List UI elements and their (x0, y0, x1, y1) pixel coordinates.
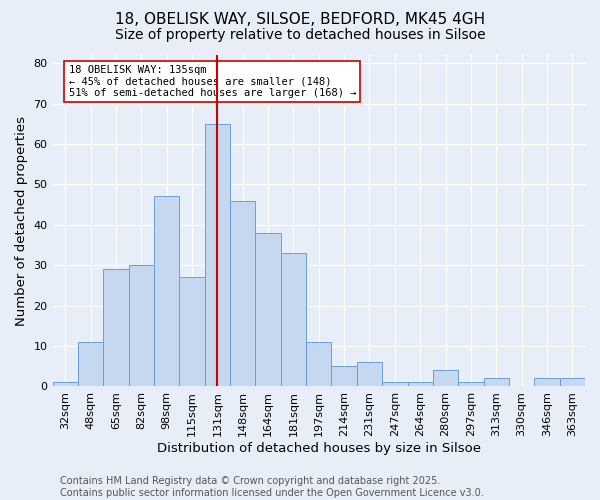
Text: 18, OBELISK WAY, SILSOE, BEDFORD, MK45 4GH: 18, OBELISK WAY, SILSOE, BEDFORD, MK45 4… (115, 12, 485, 28)
Text: 18 OBELISK WAY: 135sqm
← 45% of detached houses are smaller (148)
51% of semi-de: 18 OBELISK WAY: 135sqm ← 45% of detached… (68, 65, 356, 98)
Bar (230, 200, 256, 386)
Text: Contains HM Land Registry data © Crown copyright and database right 2025.
Contai: Contains HM Land Registry data © Crown c… (60, 476, 484, 498)
Bar (306, 342, 331, 386)
Bar (560, 378, 585, 386)
Bar (433, 370, 458, 386)
Bar (179, 278, 205, 386)
Bar (103, 269, 128, 386)
Bar (382, 382, 407, 386)
Text: Size of property relative to detached houses in Silsoe: Size of property relative to detached ho… (115, 28, 485, 42)
Bar (407, 382, 433, 386)
Bar (281, 253, 306, 386)
Bar (128, 265, 154, 386)
Bar (484, 378, 509, 386)
Bar (331, 366, 357, 386)
Bar (205, 124, 230, 386)
Bar (357, 362, 382, 386)
Bar (534, 378, 560, 386)
X-axis label: Distribution of detached houses by size in Silsoe: Distribution of detached houses by size … (157, 442, 481, 455)
Bar (78, 342, 103, 386)
Y-axis label: Number of detached properties: Number of detached properties (15, 116, 28, 326)
Bar (53, 382, 78, 386)
Bar (458, 382, 484, 386)
Bar (154, 196, 179, 386)
Bar (256, 233, 281, 386)
